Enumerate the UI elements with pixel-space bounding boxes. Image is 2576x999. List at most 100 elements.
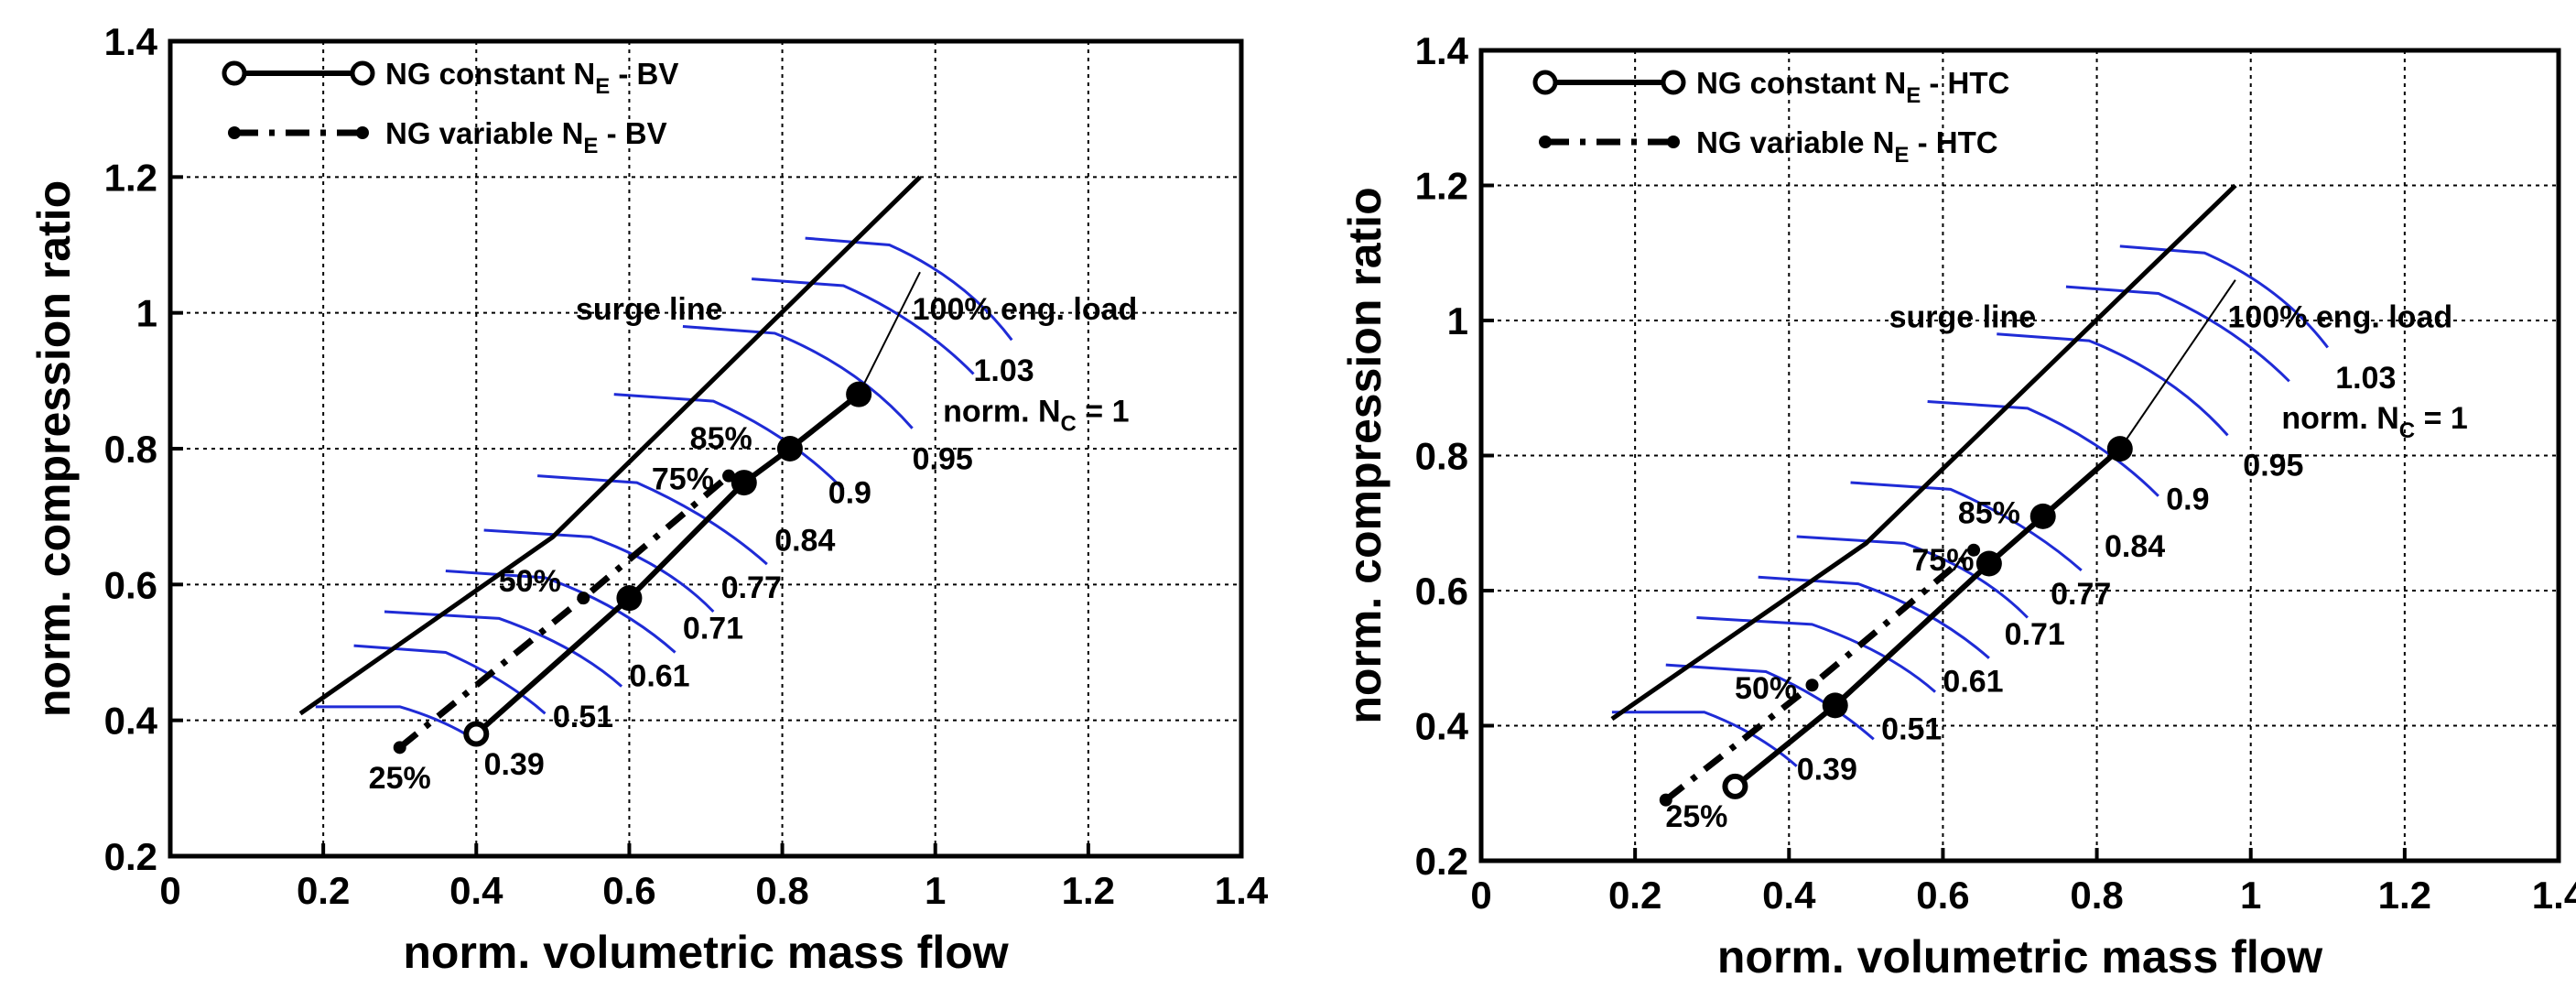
- speed-line-label: 0.95: [2243, 449, 2303, 483]
- load-label: 85%: [1958, 495, 2020, 530]
- legend-marker: [228, 126, 241, 139]
- legend-marker: [1661, 70, 1686, 95]
- series-constant-point: [846, 381, 872, 407]
- legend-marker: [1667, 136, 1680, 148]
- x-tick-label: 0.4: [449, 869, 503, 912]
- load-label: 100% eng. load: [2227, 299, 2452, 334]
- speed-line: [1796, 535, 2029, 619]
- speed-line: [613, 393, 845, 491]
- speed-axis-label: norm. NC = 1: [2281, 401, 2467, 443]
- x-tick-label: 1.2: [1062, 869, 1115, 912]
- load-label: 50%: [499, 564, 561, 599]
- speed-line: [1665, 663, 1875, 741]
- x-tick-label: 0.6: [602, 869, 655, 912]
- y-tick-label: 0.8: [1415, 435, 1468, 478]
- speed-line: [384, 610, 623, 688]
- series-variable-point: [393, 741, 406, 755]
- legend-entry-constant: NG constant NE - BV: [385, 57, 678, 99]
- x-tick-label: 0: [1470, 874, 1491, 917]
- legend-marker: [350, 60, 375, 86]
- speed-line-label: 0.95: [913, 441, 973, 476]
- series-variable-line: [397, 472, 731, 751]
- chart-panel-2: 0 0.2 0.4 0.6 0.8 1 1.2 1.40.20.40.60.811.21.4n…: [1339, 29, 2576, 983]
- x-tick-label: 0.2: [297, 869, 350, 912]
- speed-line: [353, 644, 547, 715]
- speed-line-label: 0.39: [484, 747, 545, 782]
- legend-marker: [222, 60, 247, 86]
- speed-line: [752, 277, 975, 375]
- y-tick-label: 1.2: [104, 156, 157, 199]
- legend-entry-constant: NG constant NE - HTC: [1696, 66, 2009, 108]
- series-variable-point: [1967, 543, 1981, 557]
- y-tick-label: 1: [1447, 299, 1468, 342]
- y-axis-label: norm. compression ratio: [1339, 187, 1391, 723]
- speed-line-label: 0.39: [1797, 753, 1857, 787]
- legend-entry-variable: NG variable NE - HTC: [1696, 125, 1998, 168]
- speed-line-label: 0.84: [774, 523, 835, 558]
- speed-line-label: 0.61: [629, 659, 689, 694]
- series-constant-point: [616, 585, 643, 612]
- speed-line: [537, 474, 768, 566]
- speed-line: [805, 236, 1013, 342]
- load-label: 25%: [1665, 799, 1727, 834]
- speed-line-label: 0.9: [2166, 483, 2209, 517]
- series-constant-point: [2106, 436, 2133, 462]
- speed-line: [1696, 616, 1937, 693]
- legend-entry-variable: NG variable NE - BV: [385, 116, 667, 158]
- speed-line: [1850, 481, 2083, 572]
- speed-line: [1758, 575, 1990, 659]
- x-tick-label: 1.2: [2378, 874, 2431, 917]
- x-tick-label: 0: [159, 869, 180, 912]
- surge-line: [298, 175, 922, 716]
- y-tick-label: 0.4: [1415, 705, 1469, 748]
- load-label: surge line: [1889, 299, 2037, 334]
- speed-line: [682, 325, 914, 429]
- x-tick-label: 0.8: [755, 869, 808, 912]
- load-label: 50%: [1735, 671, 1797, 706]
- legend-marker: [1532, 70, 1558, 95]
- series-constant-point: [463, 721, 490, 747]
- speed-axis-label: norm. NC = 1: [943, 394, 1129, 436]
- y-tick-label: 0.8: [104, 428, 157, 471]
- chart-panel-1: 0 0.2 0.4 0.6 0.8 1 1.2 1.40.20.40.60.811.21.4n…: [28, 20, 1269, 978]
- y-axis-label: norm. compression ratio: [28, 180, 80, 717]
- series-constant-point: [1822, 692, 1848, 719]
- series-variable-point: [1659, 793, 1672, 807]
- speed-line: [2119, 244, 2329, 349]
- legend: NG constant NE - HTC NG variable NE - HTC: [1532, 66, 2009, 168]
- speed-line-label: 0.71: [683, 612, 743, 646]
- speed-line: [315, 705, 478, 743]
- y-tick-label: 0.2: [104, 835, 157, 878]
- series-constant-point: [731, 470, 757, 496]
- speed-line-label: 0.77: [2051, 577, 2111, 612]
- x-tick-label: 0.4: [1762, 874, 1816, 917]
- load-label: 75%: [652, 462, 714, 497]
- speed-line: [483, 528, 715, 614]
- legend: NG constant NE - BV NG variable NE - BV: [222, 57, 678, 158]
- speed-line: [2065, 285, 2290, 383]
- y-tick-label: 0.4: [104, 700, 158, 743]
- speed-line-label: 1.03: [2335, 361, 2396, 396]
- series-constant-point: [1722, 773, 1748, 799]
- load-label: surge line: [576, 292, 723, 327]
- load-label: 100% eng. load: [913, 292, 1138, 327]
- speed-line-label: 0.61: [1943, 665, 2003, 700]
- speed-line: [1997, 332, 2229, 437]
- speed-line-label: 0.77: [721, 570, 782, 605]
- speed-line-label: 0.84: [2105, 529, 2165, 564]
- speed-line: [445, 570, 676, 654]
- x-tick-label: 1.4: [2532, 874, 2576, 917]
- y-tick-label: 0.2: [1415, 840, 1468, 883]
- load-label: 25%: [369, 761, 431, 796]
- series-constant-point: [1975, 550, 2002, 577]
- x-axis-label: norm. volumetric mass flow: [1717, 931, 2322, 983]
- load-label: 85%: [690, 421, 752, 456]
- series-variable-point: [577, 592, 590, 605]
- legend-marker: [1539, 136, 1552, 148]
- x-tick-label: 1.4: [1215, 869, 1269, 912]
- y-tick-label: 1.2: [1415, 165, 1468, 208]
- x-tick-label: 1: [925, 869, 946, 912]
- x-tick-label: 1: [2240, 874, 2261, 917]
- legend-marker: [356, 126, 369, 139]
